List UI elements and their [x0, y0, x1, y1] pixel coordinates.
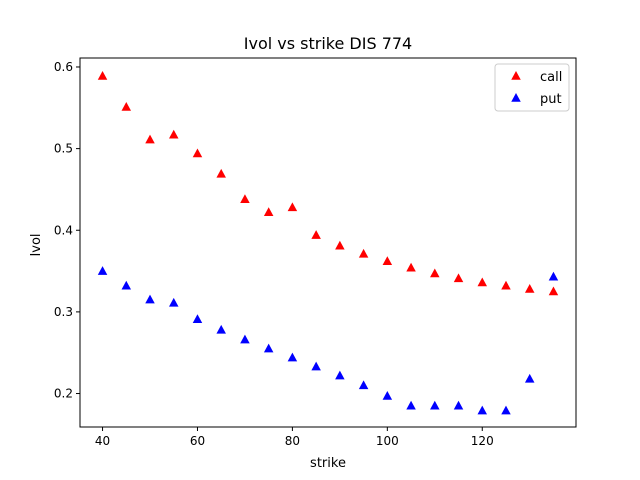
data-points [97, 70, 559, 415]
data-point-call [406, 262, 416, 272]
x-tick-label: 100 [376, 434, 399, 448]
data-point-call [501, 280, 511, 290]
x-axis: 40 60 80 100 120 [95, 427, 494, 448]
y-tick-label: 0.4 [54, 223, 73, 237]
data-point-call [121, 101, 132, 111]
x-tick-label: 80 [285, 434, 300, 448]
data-point-put [335, 370, 345, 380]
x-tick-label: 120 [471, 434, 494, 448]
plot-area: 40 60 80 100 120 0.2 0.3 0.4 0.5 0.6 [54, 57, 577, 448]
data-point-put [192, 314, 203, 323]
x-tick-label: 60 [190, 434, 205, 448]
data-point-put [358, 380, 369, 390]
data-point-call [168, 129, 179, 139]
legend-label-put: put [540, 92, 562, 107]
data-point-call [477, 277, 488, 287]
data-point-put [97, 266, 108, 275]
data-point-put [548, 271, 559, 281]
data-point-put [240, 334, 250, 344]
legend-label-call: call [540, 70, 562, 85]
data-point-call [382, 256, 393, 266]
data-point-call [97, 70, 108, 80]
legend: call put [494, 63, 570, 112]
data-point-put [121, 280, 132, 290]
y-tick-label: 0.2 [54, 387, 73, 401]
data-point-put [287, 352, 298, 362]
data-point-call [192, 148, 203, 158]
chart-title: Ivol vs strike DIS 774 [244, 34, 412, 53]
data-point-put [406, 400, 416, 410]
data-point-put [477, 405, 488, 415]
y-tick-label: 0.3 [54, 305, 73, 319]
data-point-call [453, 273, 464, 283]
data-point-call [548, 286, 559, 296]
data-point-call [524, 284, 535, 293]
data-point-call [358, 248, 369, 258]
data-point-put [216, 324, 226, 334]
data-point-call [335, 240, 345, 250]
data-point-put [145, 294, 155, 304]
data-point-put [501, 405, 511, 415]
data-point-call [311, 230, 321, 239]
data-point-put [382, 390, 393, 400]
data-point-put [453, 400, 464, 410]
data-point-put [168, 297, 179, 307]
data-point-put [524, 373, 535, 383]
data-point-call [430, 268, 440, 278]
axes-frame [79, 57, 577, 428]
data-point-call [216, 168, 226, 178]
data-point-put [311, 361, 321, 371]
data-point-call [145, 134, 155, 144]
y-tick-label: 0.6 [54, 60, 73, 74]
x-axis-label: strike [310, 456, 346, 471]
legend-marker-call [511, 71, 521, 80]
data-point-call [263, 207, 274, 217]
y-axis: 0.2 0.3 0.4 0.5 0.6 [54, 60, 80, 401]
data-point-put [430, 400, 440, 410]
data-point-call [240, 194, 250, 203]
x-tick-label: 40 [95, 434, 110, 448]
y-tick-label: 0.5 [54, 142, 73, 156]
data-point-put [263, 343, 274, 353]
data-point-call [287, 202, 298, 212]
legend-marker-put [511, 93, 521, 102]
y-axis-label: Ivol [29, 233, 44, 256]
